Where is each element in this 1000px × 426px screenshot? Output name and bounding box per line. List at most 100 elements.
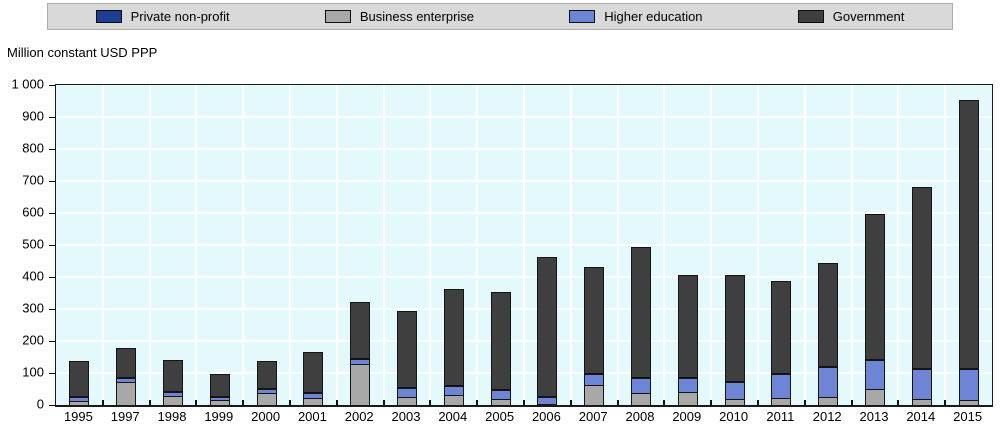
legend-swatch-icon bbox=[324, 10, 351, 23]
bar-segment-higher-education bbox=[490, 389, 511, 399]
y-axis-tick bbox=[49, 309, 55, 310]
y-tick-label: 0 bbox=[36, 396, 44, 412]
x-axis-tick bbox=[897, 400, 900, 405]
vertical-gridline bbox=[569, 85, 572, 405]
stacked-bar-2015 bbox=[958, 100, 979, 405]
bar-segment-higher-education bbox=[303, 393, 324, 398]
bar-segment-private-non-profit bbox=[490, 388, 511, 390]
y-tick-label: 1 000 bbox=[11, 76, 44, 92]
x-tick-label: 2004 bbox=[438, 409, 468, 424]
bar-segment-business-enterprise bbox=[209, 400, 230, 405]
vertical-gridline bbox=[148, 85, 151, 405]
stacked-bar-2010 bbox=[724, 275, 745, 405]
x-tick-label: 2002 bbox=[344, 409, 374, 424]
stacked-bar-2004 bbox=[443, 289, 464, 405]
bar-segment-business-enterprise bbox=[116, 381, 137, 405]
y-axis-tick bbox=[49, 277, 55, 278]
x-tick-label: 1997 bbox=[110, 409, 140, 424]
legend-item-0: Private non-profit bbox=[95, 10, 230, 23]
y-axis-tick bbox=[49, 181, 55, 182]
stacked-bar-2002 bbox=[350, 302, 371, 405]
bar-segment-higher-education bbox=[771, 373, 792, 398]
x-tick-label: 2011 bbox=[766, 409, 795, 424]
x-tick-label: 2014 bbox=[906, 409, 936, 424]
bar-segment-higher-education bbox=[443, 385, 464, 395]
bar-segment-business-enterprise bbox=[163, 396, 183, 405]
stacked-bar-1995 bbox=[69, 360, 90, 405]
x-tick-label: 2012 bbox=[812, 409, 842, 424]
stacked-bar-2012 bbox=[818, 263, 839, 405]
vertical-gridline bbox=[897, 85, 900, 405]
x-tick-label: 2013 bbox=[859, 409, 889, 424]
vertical-gridline bbox=[757, 85, 759, 405]
bar-segment-government bbox=[677, 275, 698, 378]
bar-segment-higher-education bbox=[397, 387, 417, 397]
bar-segment-business-enterprise bbox=[443, 394, 464, 405]
x-axis-tick bbox=[242, 400, 245, 405]
bar-segment-government bbox=[116, 347, 137, 377]
legend: Private non-profit Business enterprise Hig… bbox=[47, 3, 953, 30]
bar-segment-business-enterprise bbox=[771, 397, 792, 405]
vertical-gridline bbox=[523, 85, 525, 405]
x-axis-tick bbox=[523, 400, 525, 405]
y-axis-tick bbox=[49, 405, 55, 406]
legend-label: Government bbox=[832, 9, 905, 24]
y-axis-title: Million constant USD PPP bbox=[7, 45, 158, 60]
bar-segment-higher-education bbox=[209, 397, 230, 401]
bar-segment-government bbox=[771, 280, 792, 373]
vertical-gridline bbox=[663, 85, 666, 405]
bar-segment-higher-education bbox=[163, 392, 183, 397]
x-axis-tick-labels: 1995 1997 1998 1999 2000 2001 2002 2003 2004 2005… bbox=[55, 409, 991, 425]
y-tick-label: 600 bbox=[22, 204, 44, 220]
vertical-gridline bbox=[850, 85, 853, 405]
bar-segment-private-non-profit bbox=[350, 357, 371, 359]
legend-label: Higher education bbox=[604, 9, 703, 24]
vertical-gridline bbox=[710, 85, 713, 405]
bar-segment-government bbox=[818, 263, 839, 366]
vertical-gridline bbox=[101, 85, 104, 405]
stacked-bar-2001 bbox=[303, 351, 324, 405]
x-tick-label: 2003 bbox=[391, 409, 421, 424]
x-axis-tick bbox=[382, 400, 385, 405]
x-tick-label: 2015 bbox=[953, 409, 983, 424]
stacked-bar-2009 bbox=[677, 275, 698, 405]
x-axis-tick bbox=[757, 400, 759, 405]
y-axis-tick bbox=[49, 213, 55, 214]
bar-segment-higher-education bbox=[631, 377, 651, 394]
x-tick-label: 2001 bbox=[297, 409, 327, 424]
x-axis-tick bbox=[710, 400, 713, 405]
x-axis-tick bbox=[148, 400, 151, 405]
bar-segment-government bbox=[209, 373, 230, 397]
vertical-gridline bbox=[944, 85, 947, 405]
x-axis-tick bbox=[803, 400, 806, 405]
x-tick-label: 1998 bbox=[157, 409, 187, 424]
bar-segment-government bbox=[911, 187, 932, 368]
legend-swatch-icon bbox=[569, 10, 596, 23]
bar-segment-government bbox=[724, 275, 745, 381]
bar-segment-business-enterprise bbox=[865, 388, 885, 405]
bar-segment-business-enterprise bbox=[490, 398, 511, 405]
plot-area bbox=[49, 84, 993, 407]
bar-segment-government bbox=[865, 213, 885, 359]
bar-segment-private-non-profit bbox=[537, 395, 558, 397]
stacked-bar-2011 bbox=[771, 280, 792, 405]
bar-segment-higher-education bbox=[818, 366, 839, 397]
x-tick-label: 1999 bbox=[204, 409, 234, 424]
legend-item-2: Higher education bbox=[569, 9, 703, 24]
bar-segment-government bbox=[303, 351, 324, 393]
bar-segment-private-non-profit bbox=[584, 372, 605, 374]
bar-segment-business-enterprise bbox=[724, 398, 745, 405]
legend-swatch-icon bbox=[95, 10, 122, 23]
bar-segment-private-non-profit bbox=[303, 392, 324, 394]
stacked-bar-2000 bbox=[256, 361, 277, 405]
stacked-bar-2014 bbox=[911, 187, 932, 405]
x-tick-label: 2005 bbox=[485, 409, 515, 424]
bar-segment-private-non-profit bbox=[911, 367, 932, 369]
bar-segment-government bbox=[256, 361, 277, 389]
x-tick-label: 2009 bbox=[672, 409, 702, 424]
vertical-gridline bbox=[335, 85, 338, 405]
bar-segment-private-non-profit bbox=[865, 358, 885, 360]
bar-segment-business-enterprise bbox=[584, 384, 605, 405]
legend-label: Business enterprise bbox=[359, 9, 475, 24]
x-axis-tick bbox=[429, 400, 432, 405]
